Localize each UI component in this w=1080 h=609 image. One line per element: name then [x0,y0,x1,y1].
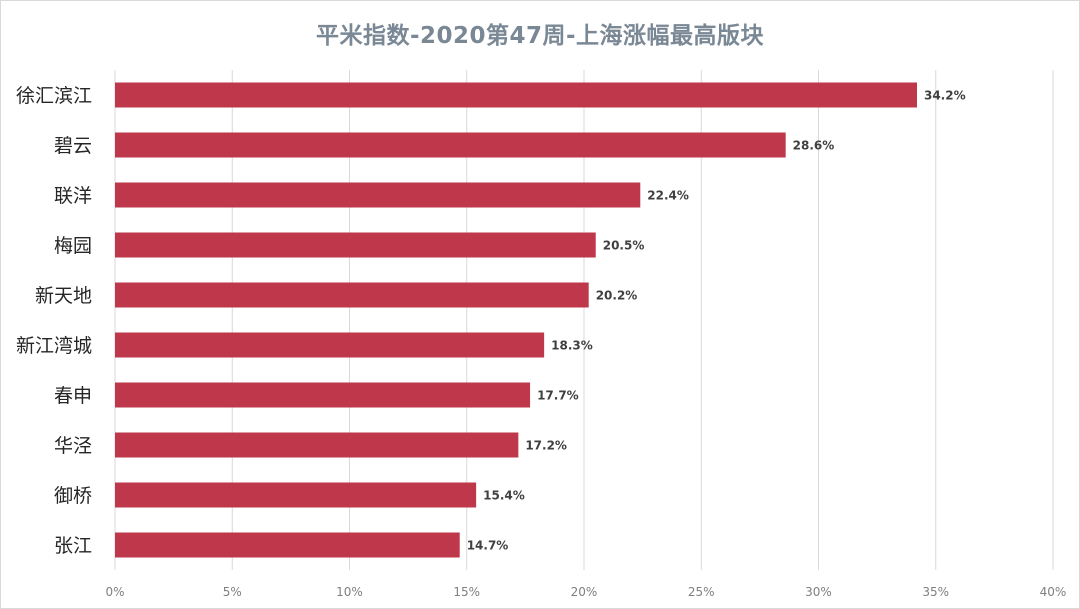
bar-value-label: 34.2% [924,89,966,103]
category-label: 张江 [54,535,92,557]
bar [115,432,519,458]
bar-value-label: 20.5% [603,239,645,253]
category-label: 御桥 [54,485,92,507]
bar [115,282,589,308]
bar-value-label: 18.3% [551,339,593,353]
bar [115,232,596,258]
bar-value-label: 28.6% [793,139,835,153]
x-tick-label: 25% [688,585,715,599]
x-tick-label: 15% [453,585,480,599]
bar [115,332,545,358]
x-tick-label: 20% [571,585,598,599]
bar-value-label: 15.4% [483,489,525,503]
bar [115,382,531,408]
x-tick-label: 0% [105,585,124,599]
category-label: 春申 [54,385,92,407]
category-label: 梅园 [54,235,92,257]
category-label: 新天地 [35,285,92,307]
category-label: 华泾 [54,435,92,457]
bar-value-label: 17.2% [525,439,567,453]
bar [115,532,460,558]
x-tick-label: 35% [922,585,949,599]
category-label: 徐汇滨江 [16,85,92,107]
category-label: 碧云 [54,135,92,157]
bar-value-label: 17.7% [537,389,579,403]
bars [115,82,917,558]
x-tick-label: 10% [336,585,363,599]
bar [115,82,917,108]
bar-value-label: 20.2% [596,289,638,303]
bar-value-label: 14.7% [467,539,509,553]
bar [115,132,786,158]
x-axis-tick-labels: 0% 5% 10% 15% 20% 25% 30% 35% 40% [105,585,1066,599]
category-label: 新江湾城 [16,335,92,357]
bar [115,182,641,208]
x-tick-label: 40% [1040,585,1067,599]
data-labels: 34.2% 28.6% 22.4% 20.5% 20.2% 18.3% 17.7% 17.2%… [467,89,966,553]
x-tick-label: 5% [223,585,242,599]
bar [115,482,477,508]
bar-value-label: 22.4% [647,189,689,203]
chart-title: 平米指数-2020第47周-上海涨幅最高版块 [315,23,765,49]
category-label: 联洋 [54,185,92,207]
x-tick-label: 30% [805,585,832,599]
